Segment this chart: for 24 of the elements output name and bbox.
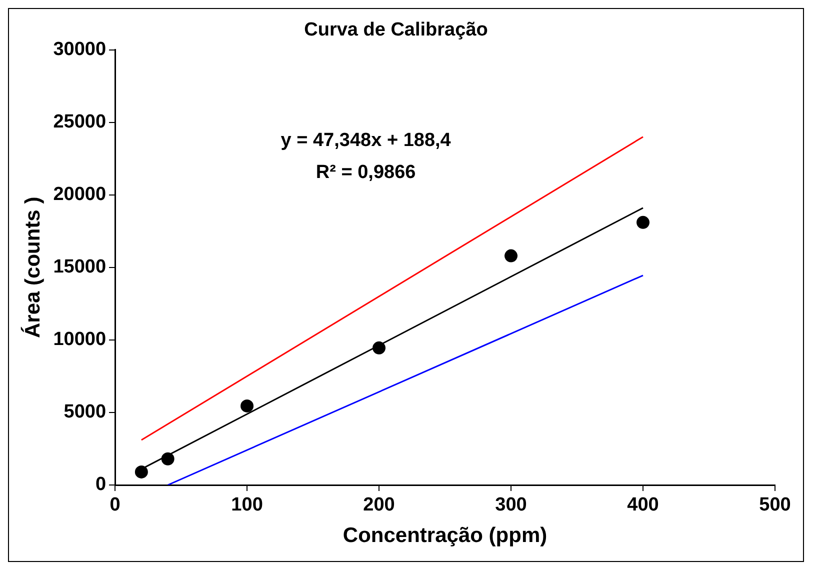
y-tick-label: 10000: [53, 329, 106, 350]
x-tick-label: 100: [231, 494, 263, 516]
y-tick-label: 15000: [53, 256, 106, 278]
y-tick-label: 30000: [53, 39, 106, 60]
x-axis-title: Concentração (ppm): [342, 524, 548, 548]
x-tick-label: 400: [627, 494, 659, 516]
x-tick-label: 300: [495, 494, 527, 516]
y-axis-title: Área (counts ): [20, 196, 44, 338]
point: [240, 399, 254, 412]
chart-title: Curva de Calibração: [304, 20, 488, 41]
x-tick-label: 500: [759, 494, 791, 516]
point: [504, 249, 518, 262]
point: [636, 216, 650, 229]
point: [161, 452, 174, 466]
annotation: y = 47,348x + 188,4: [280, 130, 452, 151]
y-tick-label: 5000: [64, 402, 106, 423]
x-tick-label: 0: [110, 494, 120, 516]
x-tick-label: 200: [363, 494, 395, 516]
point: [372, 341, 386, 354]
y-tick-label: 25000: [53, 112, 106, 133]
point: [134, 465, 148, 478]
y-tick-label: 20000: [53, 184, 106, 206]
annotation: R² = 0,9866: [316, 162, 416, 183]
y-tick-label: 0: [95, 474, 106, 496]
